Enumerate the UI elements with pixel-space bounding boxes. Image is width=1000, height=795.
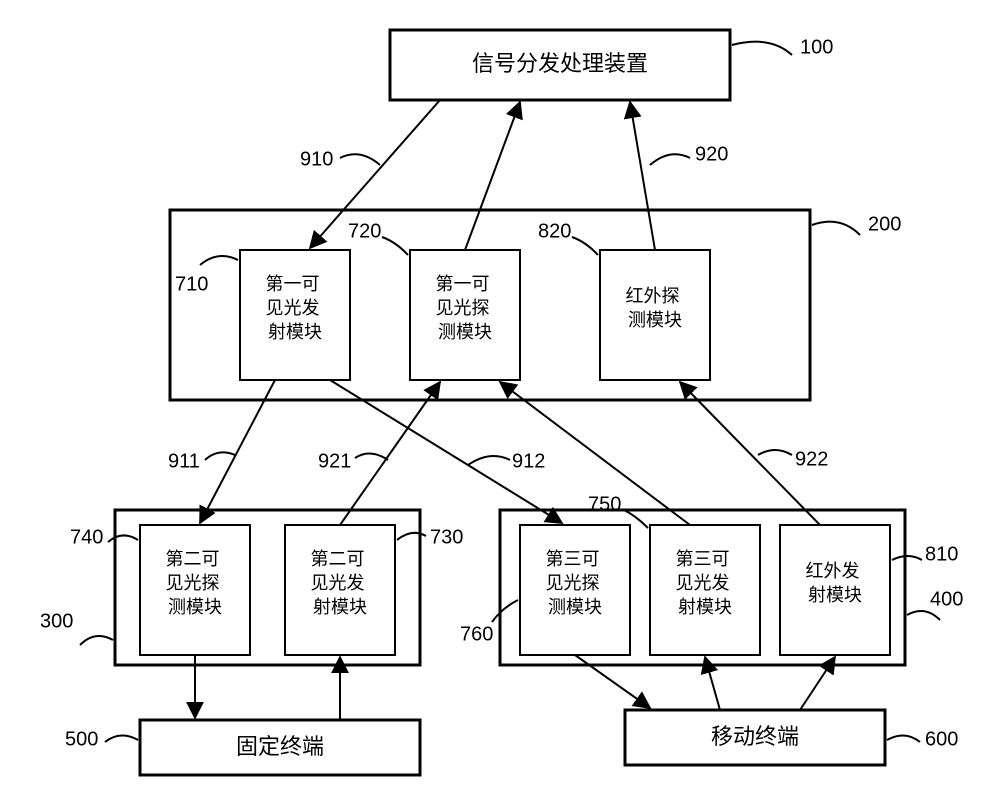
leader-200 — [812, 222, 860, 235]
arrow-720-up — [465, 102, 520, 250]
leader-820 — [572, 237, 598, 255]
leader-912 — [468, 456, 510, 465]
leader-810 — [892, 556, 922, 560]
num-710: 710 — [175, 273, 208, 295]
label-740: 第二可 见光探 测模块 — [165, 549, 224, 617]
leader-400 — [907, 611, 940, 620]
label-750: 第三可 见光发 射模块 — [675, 549, 734, 617]
leader-910 — [340, 154, 380, 165]
num-920: 920 — [695, 143, 728, 165]
num-921: 921 — [318, 450, 351, 472]
leader-740 — [108, 535, 138, 542]
num-400: 400 — [930, 588, 963, 610]
num-912: 912 — [512, 450, 545, 472]
leader-300 — [80, 636, 113, 645]
leader-720 — [382, 237, 408, 255]
num-200: 200 — [868, 213, 901, 235]
num-750: 750 — [588, 493, 621, 515]
num-820: 820 — [538, 220, 571, 242]
num-760: 760 — [460, 623, 493, 645]
num-730: 730 — [430, 526, 463, 548]
num-740: 740 — [70, 526, 103, 548]
leader-730 — [397, 533, 426, 540]
leader-911 — [205, 452, 235, 460]
arrow-920 — [630, 102, 655, 250]
label-720: 第一可 见光探 测模块 — [435, 274, 494, 342]
num-300: 300 — [40, 610, 73, 632]
label-mobile-terminal: 移动终端 — [711, 724, 799, 749]
leader-500 — [105, 735, 138, 742]
arrow-760-to-mob — [575, 655, 650, 708]
leader-760 — [492, 600, 518, 622]
leader-920 — [650, 154, 690, 165]
label-fixed-terminal: 固定终端 — [236, 734, 324, 759]
num-100: 100 — [800, 36, 833, 58]
leader-922 — [758, 450, 792, 455]
num-810: 810 — [925, 543, 958, 565]
num-500: 500 — [65, 728, 98, 750]
leader-710 — [200, 256, 238, 265]
leader-100 — [732, 42, 792, 55]
num-600: 600 — [925, 728, 958, 750]
leader-600 — [887, 735, 920, 742]
num-911: 911 — [168, 450, 200, 472]
label-signal-dispatch: 信号分发处理装置 — [472, 51, 648, 76]
label-730: 第二可 见光发 射模块 — [310, 549, 369, 617]
num-720: 720 — [348, 220, 381, 242]
label-760: 第三可 见光探 测模块 — [545, 549, 604, 617]
leader-921 — [355, 453, 388, 460]
label-710: 第一可 见光发 射模块 — [265, 274, 324, 342]
num-910: 910 — [300, 148, 333, 170]
num-922: 922 — [795, 448, 828, 470]
arrow-921 — [340, 382, 440, 525]
